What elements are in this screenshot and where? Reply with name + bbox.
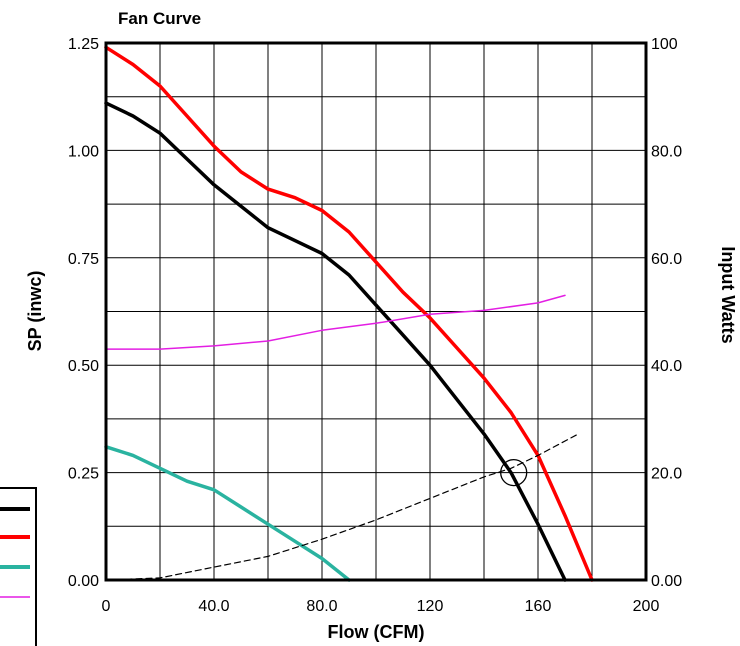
y-axis-title: SP (inwc) bbox=[25, 271, 45, 352]
y2-tick-labels: 0.00 20.0 40.0 60.0 80.0 100 bbox=[651, 36, 682, 590]
x-tick-label: 160 bbox=[525, 598, 552, 615]
y2-tick-label: 60.0 bbox=[651, 251, 682, 268]
y2-tick-label: 40.0 bbox=[651, 358, 682, 375]
series-line-1 bbox=[104, 45, 594, 582]
y-tick-label: 0.75 bbox=[68, 251, 99, 268]
legend-box bbox=[0, 487, 37, 646]
series-line-2 bbox=[104, 445, 351, 582]
plot-frame bbox=[104, 41, 648, 582]
x-tick-label: 40.0 bbox=[198, 598, 229, 615]
legend-border bbox=[0, 487, 37, 646]
y2-tick-label: 0.00 bbox=[651, 573, 682, 590]
y2-tick-label: 20.0 bbox=[651, 466, 682, 483]
grid-lines bbox=[106, 43, 646, 580]
series-line-0 bbox=[104, 101, 567, 582]
y2-tick-label: 100 bbox=[651, 36, 678, 53]
x-tick-label: 200 bbox=[633, 598, 660, 615]
series-line-4 bbox=[105, 433, 580, 581]
series-line-3 bbox=[105, 294, 566, 350]
y-tick-label: 0.50 bbox=[68, 358, 99, 375]
y2-axis-title: Input Watts bbox=[718, 246, 738, 343]
y-tick-label: 1.25 bbox=[68, 36, 99, 53]
y-tick-label: 0.25 bbox=[68, 466, 99, 483]
operating-point-marker bbox=[500, 458, 528, 487]
y-tick-labels: 0.00 0.25 0.50 0.75 1.00 1.25 bbox=[68, 36, 99, 590]
chart-title: Fan Curve bbox=[118, 9, 201, 28]
y-tick-label: 0.00 bbox=[68, 573, 99, 590]
y-tick-label: 1.00 bbox=[68, 143, 99, 160]
x-tick-label: 0 bbox=[102, 598, 111, 615]
x-tick-labels: 0 40.0 80.0 120 160 200 bbox=[102, 598, 660, 615]
series-layer bbox=[104, 45, 594, 582]
x-tick-label: 120 bbox=[417, 598, 444, 615]
y2-tick-label: 80.0 bbox=[651, 143, 682, 160]
x-tick-label: 80.0 bbox=[306, 598, 337, 615]
x-axis-title: Flow (CFM) bbox=[328, 622, 425, 642]
